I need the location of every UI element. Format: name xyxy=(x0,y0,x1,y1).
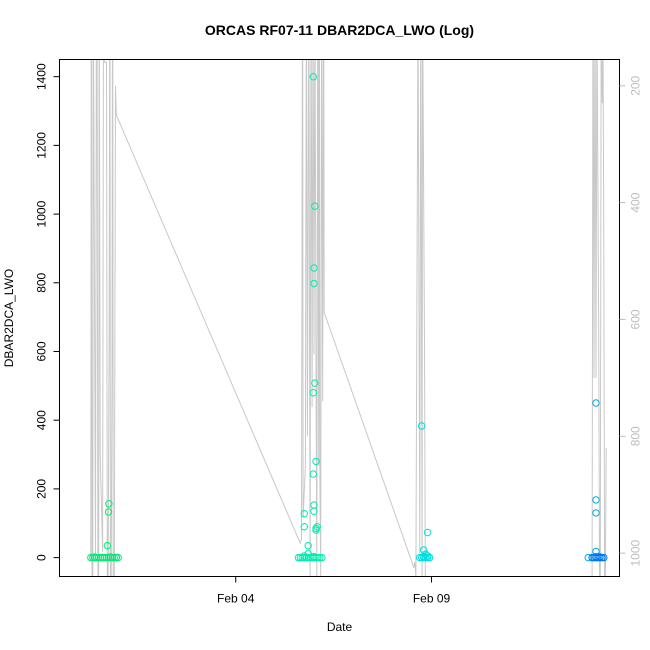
y-tick-label: 1200 xyxy=(35,132,49,159)
y-axis-label: DBAR2DCA_LWO xyxy=(2,269,16,367)
data-point xyxy=(102,553,111,562)
data-point xyxy=(311,202,319,210)
data-point xyxy=(596,553,604,561)
data-point xyxy=(309,73,317,81)
y-tick-label: 0 xyxy=(35,554,49,561)
x-axis: Feb 04 Feb 09 xyxy=(217,576,451,606)
data-point xyxy=(310,552,318,561)
y-tick-label: 200 xyxy=(35,479,49,499)
y-tick-label: 800 xyxy=(35,272,49,292)
data-point xyxy=(300,523,308,531)
chart-title: ORCAS RF07-11 DBAR2DCA_LWO (Log) xyxy=(205,22,474,38)
x-tick-label: Feb 09 xyxy=(413,592,451,606)
x-axis-label: Date xyxy=(327,620,353,634)
data-point xyxy=(300,552,308,560)
series-rf09 xyxy=(416,422,434,562)
series-rf07 xyxy=(87,500,122,562)
data-point xyxy=(312,457,320,466)
y-axis-right: 200 400 600 800 1000 xyxy=(619,75,643,566)
data-point xyxy=(314,553,322,562)
data-point xyxy=(311,379,319,387)
right-y-tick-label: 1000 xyxy=(629,539,643,566)
data-point xyxy=(592,496,600,504)
right-y-tick-label: 800 xyxy=(629,426,643,446)
y-tick-label: 1400 xyxy=(35,63,49,90)
y-tick-label: 400 xyxy=(35,410,49,430)
data-point xyxy=(300,509,308,518)
data-point xyxy=(112,553,121,561)
data-point xyxy=(420,546,428,554)
data-point xyxy=(584,553,592,562)
data-point xyxy=(423,528,432,537)
data-point xyxy=(318,553,326,562)
data-point xyxy=(313,523,321,531)
data-point xyxy=(592,509,600,517)
data-point xyxy=(304,549,312,558)
data-point xyxy=(87,553,95,562)
data-point xyxy=(95,553,103,562)
y-tick-label: 1000 xyxy=(35,200,49,227)
x-tick-label: Feb 04 xyxy=(217,592,255,606)
data-point xyxy=(312,524,320,533)
data-point xyxy=(91,553,99,561)
right-y-tick-label: 400 xyxy=(629,192,643,212)
plot-frame xyxy=(59,59,620,577)
data-point xyxy=(592,399,600,407)
data-point xyxy=(418,422,426,430)
series-rf08 xyxy=(294,73,326,562)
y-tick-label: 600 xyxy=(35,341,49,361)
data-point xyxy=(104,508,113,516)
pressure-trace-line xyxy=(90,59,607,577)
data-point xyxy=(423,552,432,560)
data-points-layer xyxy=(87,73,608,562)
data-point xyxy=(309,389,317,397)
data-point xyxy=(304,541,312,550)
data-point xyxy=(103,541,112,550)
data-point xyxy=(422,550,430,558)
data-point xyxy=(310,501,318,509)
right-y-tick-label: 600 xyxy=(629,309,643,329)
data-point xyxy=(309,470,317,478)
right-y-tick-label: 200 xyxy=(629,75,643,95)
pressure-trace-layer xyxy=(90,59,607,577)
data-point xyxy=(600,553,608,562)
y-axis-left: 0 200 400 600 800 1000 1200 1400 xyxy=(35,63,60,561)
series-rf11 xyxy=(588,553,608,562)
data-point xyxy=(105,500,113,508)
data-point xyxy=(98,553,107,561)
data-point xyxy=(310,264,318,272)
data-point xyxy=(310,279,318,288)
